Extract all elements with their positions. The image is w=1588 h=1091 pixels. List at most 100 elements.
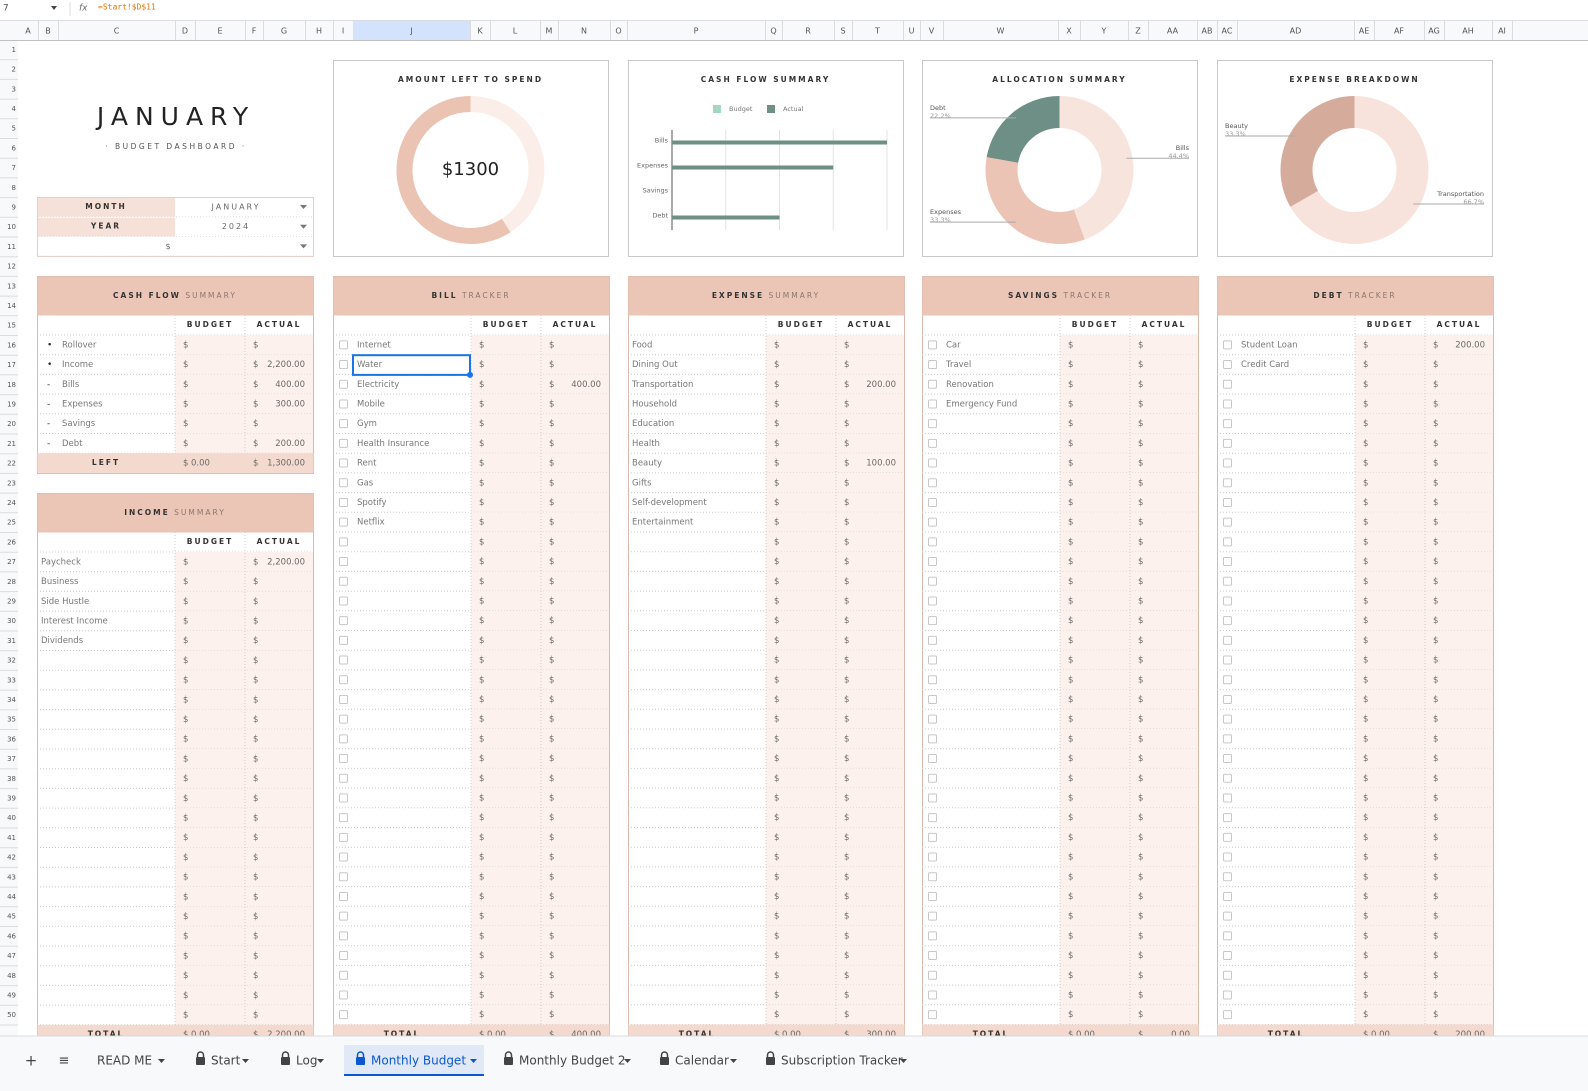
row-header[interactable]: 49	[7, 991, 16, 999]
column-header[interactable]: N	[581, 27, 587, 36]
checkbox[interactable]	[339, 635, 348, 645]
column-header[interactable]: V	[929, 27, 935, 36]
column-header[interactable]: B	[45, 27, 51, 36]
row-label[interactable]: Debt	[62, 439, 83, 449]
row-header[interactable]: 30	[7, 617, 16, 625]
checkbox[interactable]	[928, 655, 937, 665]
column-header[interactable]: AA	[1167, 27, 1179, 36]
checkbox[interactable]	[339, 438, 348, 448]
checkbox[interactable]	[339, 478, 348, 488]
row-label[interactable]: Bills	[62, 380, 80, 390]
row-label[interactable]: Paycheck	[41, 557, 81, 567]
add-sheet-button[interactable]: +	[25, 1052, 38, 1070]
checkbox[interactable]	[339, 694, 348, 704]
checkbox[interactable]	[928, 360, 937, 370]
checkbox[interactable]	[339, 340, 348, 350]
selector-value[interactable]: 2024	[222, 222, 250, 231]
column-header[interactable]: AE	[1359, 27, 1370, 36]
checkbox[interactable]	[339, 852, 348, 862]
checkbox[interactable]	[1223, 970, 1232, 980]
checkbox[interactable]	[339, 497, 348, 507]
row-label[interactable]: Renovation	[946, 380, 994, 390]
row-label[interactable]: Health Insurance	[357, 439, 429, 449]
formula[interactable]: =Start!$D$11	[98, 3, 156, 12]
sheet-list-button[interactable]: ≡	[59, 1054, 70, 1069]
row-header[interactable]: 25	[7, 519, 16, 527]
row-header[interactable]: 42	[7, 854, 16, 862]
column-header[interactable]: AH	[1462, 27, 1474, 36]
checkbox[interactable]	[928, 694, 937, 704]
checkbox[interactable]	[928, 616, 937, 626]
checkbox[interactable]	[339, 891, 348, 901]
row-header[interactable]: 5	[12, 125, 16, 133]
checkbox[interactable]	[1223, 951, 1232, 961]
sheet-tab[interactable]: Monthly Budget	[371, 1054, 466, 1068]
checkbox[interactable]	[1223, 872, 1232, 882]
checkbox[interactable]	[339, 832, 348, 842]
row-label[interactable]: Emergency Fund	[946, 399, 1017, 409]
checkbox[interactable]	[928, 675, 937, 685]
row-header[interactable]: 31	[7, 637, 16, 645]
tab-menu-arrow[interactable]	[158, 1059, 165, 1063]
row-header[interactable]: 28	[7, 578, 16, 586]
row-label[interactable]: Health	[632, 439, 660, 449]
row-label[interactable]: Food	[632, 340, 652, 350]
checkbox[interactable]	[928, 872, 937, 882]
row-header[interactable]: 22	[7, 460, 16, 468]
checkbox[interactable]	[339, 813, 348, 823]
checkbox[interactable]	[339, 458, 348, 468]
tab-menu-arrow[interactable]	[242, 1059, 249, 1063]
checkbox[interactable]	[339, 951, 348, 961]
checkbox[interactable]	[339, 931, 348, 941]
checkbox[interactable]	[339, 557, 348, 567]
row-header[interactable]: 33	[7, 676, 16, 684]
row-header[interactable]: 15	[7, 322, 16, 330]
checkbox[interactable]	[339, 714, 348, 724]
row-label[interactable]: Dining Out	[632, 360, 678, 370]
checkbox[interactable]	[339, 616, 348, 626]
row-header[interactable]: 17	[7, 361, 16, 369]
column-header[interactable]: S	[840, 27, 845, 36]
column-header[interactable]: AB	[1202, 27, 1213, 36]
column-header[interactable]: L	[513, 27, 518, 36]
checkbox[interactable]	[339, 517, 348, 527]
row-header[interactable]: 43	[7, 873, 16, 881]
checkbox[interactable]	[928, 557, 937, 567]
row-header[interactable]: 50	[7, 1011, 16, 1019]
row-label[interactable]: Mobile	[357, 399, 385, 409]
row-header[interactable]: 8	[12, 184, 16, 192]
column-header[interactable]: R	[805, 27, 811, 36]
checkbox[interactable]	[928, 340, 937, 350]
column-header[interactable]: Y	[1101, 27, 1107, 36]
sheet-tab[interactable]: Log	[296, 1054, 317, 1068]
checkbox[interactable]	[1223, 616, 1232, 626]
row-header[interactable]: 7	[12, 164, 16, 172]
checkbox[interactable]	[1223, 340, 1232, 350]
checkbox[interactable]	[1223, 773, 1232, 783]
checkbox[interactable]	[339, 773, 348, 783]
checkbox[interactable]	[928, 931, 937, 941]
column-header[interactable]: X	[1066, 27, 1072, 36]
tab-menu-arrow[interactable]	[624, 1059, 631, 1063]
checkbox[interactable]	[1223, 694, 1232, 704]
checkbox[interactable]	[1223, 438, 1232, 448]
row-label[interactable]: Side Hustle	[41, 597, 89, 607]
tab-menu-arrow[interactable]	[470, 1059, 477, 1063]
checkbox[interactable]	[928, 635, 937, 645]
row-header[interactable]: 35	[7, 716, 16, 724]
checkbox[interactable]	[928, 419, 937, 429]
checkbox[interactable]	[1223, 754, 1232, 764]
sheet-tab[interactable]: Monthly Budget 2	[519, 1054, 625, 1068]
row-header[interactable]: 10	[7, 223, 16, 231]
row-header[interactable]: 37	[7, 755, 16, 763]
row-label[interactable]: Rollover	[62, 340, 97, 350]
checkbox[interactable]	[1223, 813, 1232, 823]
checkbox[interactable]	[1223, 635, 1232, 645]
row-header[interactable]: 2	[12, 66, 16, 74]
row-header[interactable]: 3	[12, 85, 16, 93]
selection-handle[interactable]	[467, 371, 473, 378]
checkbox[interactable]	[1223, 576, 1232, 586]
checkbox[interactable]	[928, 458, 937, 468]
row-label[interactable]: Credit Card	[1241, 360, 1289, 370]
checkbox[interactable]	[928, 793, 937, 803]
